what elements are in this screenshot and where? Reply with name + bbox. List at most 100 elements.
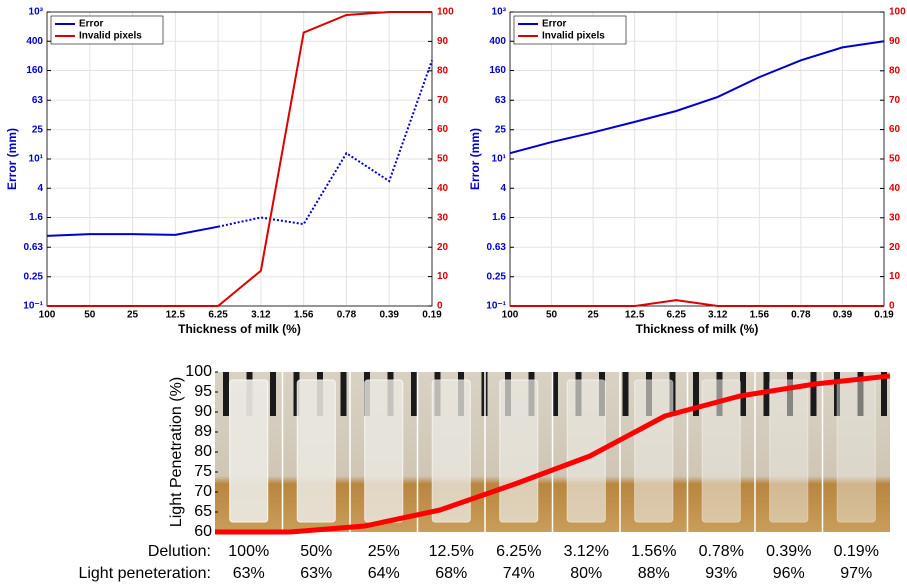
photo-stripe [340,372,347,416]
y-tick-label: 0.63 [487,242,507,253]
row-label: Light peneteration: [78,565,211,582]
y-tick-label: 65 [194,503,212,520]
y-tick-label: 4 [500,183,506,194]
y2-tick-label: 10 [889,271,901,282]
cell: 80% [570,565,602,582]
photo-stripe [857,372,864,416]
y-tick-label: 1.6 [492,212,506,223]
y2-tick-label: 100 [437,7,454,18]
cell: 0.78% [699,543,744,560]
data-line [510,299,884,307]
x-tick-label: 3.12 [708,310,728,321]
y2-tick-label: 40 [437,183,449,194]
y2-tick-label: 0 [889,301,895,312]
y2-tick-label: 80 [437,65,449,76]
y2-tick-label: 50 [889,154,901,165]
y2-tick-label: 80 [889,65,901,76]
y-tick-label: 1.6 [29,212,43,223]
x-tick-label: 0.39 [833,310,853,321]
cell: 93% [705,565,737,582]
y-tick-label: 160 [489,65,506,76]
x-tick-label: 1.56 [750,310,770,321]
y-tick-label: 63 [495,95,507,106]
photo-stripe [693,372,699,416]
photo-stripe [293,372,300,416]
cuvette [431,379,471,523]
legend-label: Error [79,19,104,30]
y-tick-label: 95 [194,383,212,400]
cell: 6.25% [496,543,541,560]
y-tick-label: 10¹ [492,154,507,165]
y-tick-label: 80 [194,443,212,460]
photo-stripe [622,372,629,416]
x-tick-label: 3.12 [251,310,271,321]
cell: 88% [638,565,670,582]
y-tick-label: 90 [194,403,212,420]
data-line [46,225,219,237]
cell: 74% [503,565,535,582]
cell: 100% [228,543,269,560]
y-tick-label: 10⁻¹ [486,301,506,312]
legend-box [50,15,164,45]
x-tick-label: 12.5 [166,310,186,321]
plot-frame [46,11,433,307]
x-tick-label: 25 [588,310,600,321]
y-tick-label: 75 [194,463,212,480]
y-tick-label: 400 [489,36,506,47]
cell: 63% [233,565,265,582]
photo-stripe [411,372,417,416]
cell: 0.39% [766,543,811,560]
y2-tick-label: 20 [889,242,901,253]
x-tick-label: 12.5 [625,310,645,321]
y2-tick-label: 70 [437,95,449,106]
x-tick-label: 0.19 [874,310,894,321]
y2-tick-label: 70 [889,95,901,106]
data-line [509,40,885,155]
cell: 12.5% [429,543,474,560]
y-tick-label: 10³ [492,7,507,18]
cell: 68% [435,565,467,582]
y-tick-label: 0.63 [24,242,44,253]
x-axis-label: Thickness of milk (%) [178,322,301,336]
cell: 3.12% [564,543,609,560]
y2-tick-label: 30 [889,212,901,223]
y2-tick-label: 90 [889,36,901,47]
x-tick-label: 0.78 [337,310,357,321]
cuvette [296,379,336,523]
x-tick-label: 0.39 [379,310,399,321]
y2-tick-label: 100 [889,7,906,18]
x-tick-label: 0.19 [422,310,442,321]
photo-stripe [881,372,887,416]
x-tick-label: 100 [502,310,519,321]
y-tick-label: 89 [194,423,212,440]
x-tick-label: 0.78 [791,310,811,321]
legend-label: Invalid pixels [79,31,142,42]
cuvette [364,379,404,523]
cell: 64% [368,565,400,582]
cell: 25% [368,543,400,560]
y-tick-label: 10¹ [29,154,44,165]
legend-label: Error [542,19,567,30]
photo-stripe [552,372,558,416]
y2-tick-label: 0 [437,301,443,312]
x-axis-label: Thickness of milk (%) [636,322,759,336]
y2-tick-label: 20 [437,242,449,253]
cuvette [769,379,809,523]
x-tick-label: 100 [39,310,56,321]
y2-tick-label: 40 [889,183,901,194]
y-tick-label: 400 [26,36,43,47]
plot-frame [509,11,885,307]
cell: 96% [773,565,805,582]
y-tick-label: 60 [194,523,212,540]
y2-tick-label: 60 [437,124,449,135]
cell: 63% [300,565,332,582]
photo-stripe [223,372,229,416]
cuvette [634,379,674,523]
cuvette [836,379,876,523]
y-axis-label: Error (mm) [5,128,19,190]
x-tick-label: 6.25 [208,310,228,321]
photo-stripe [270,372,276,416]
y-tick-label: 100 [185,363,212,380]
x-tick-label: 50 [84,310,96,321]
y-tick-label: 10³ [29,7,44,18]
